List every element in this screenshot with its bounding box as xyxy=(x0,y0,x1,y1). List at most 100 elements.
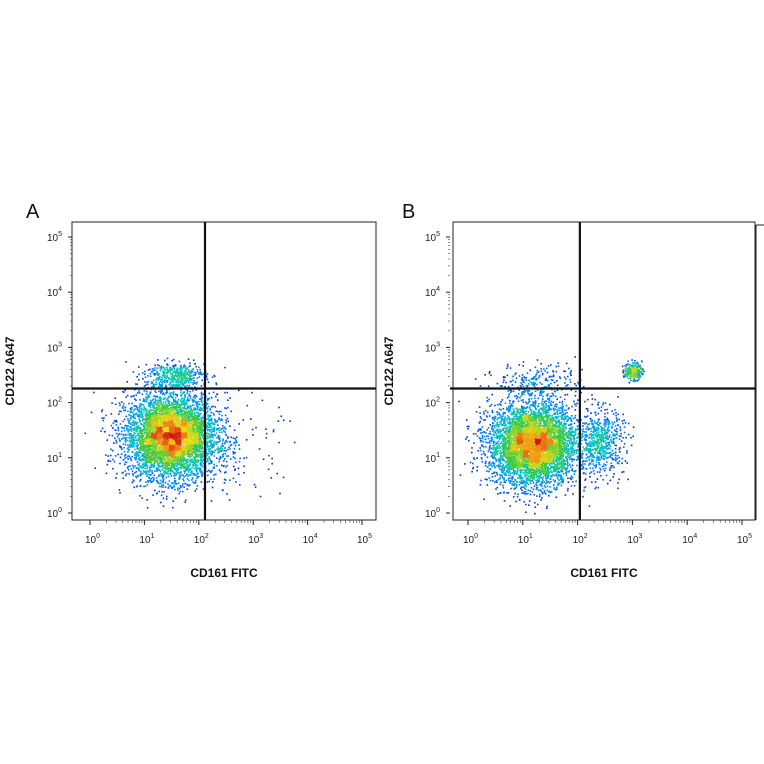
event-dot xyxy=(177,383,180,385)
event-dot xyxy=(187,409,190,412)
event-dot xyxy=(119,439,121,442)
event-dot xyxy=(213,426,216,428)
event-dot xyxy=(107,460,109,463)
event-dot xyxy=(137,453,140,455)
event-dot xyxy=(137,463,139,466)
event-dot xyxy=(195,419,197,422)
event-dot xyxy=(128,437,130,439)
event-dot xyxy=(214,418,216,421)
event-dot xyxy=(188,456,191,458)
event-dot xyxy=(135,430,137,432)
event-dot xyxy=(188,467,191,470)
event-dot xyxy=(188,442,191,445)
event-dot xyxy=(166,413,169,416)
event-dot xyxy=(138,447,140,450)
event-dot xyxy=(185,468,188,470)
event-dot xyxy=(211,486,214,489)
event-dot xyxy=(140,413,143,416)
event-dot xyxy=(127,451,129,453)
event-dot xyxy=(194,448,197,450)
event-dot xyxy=(201,445,204,448)
event-dot xyxy=(145,422,148,425)
event-dot xyxy=(211,470,213,472)
event-dot xyxy=(179,464,182,466)
event-dot xyxy=(155,444,158,446)
event-dot xyxy=(167,416,170,419)
event-dot xyxy=(157,436,159,438)
event-dot xyxy=(133,428,136,431)
event-dot xyxy=(182,425,184,428)
event-dot xyxy=(132,415,135,417)
event-dot xyxy=(164,405,167,408)
event-dot xyxy=(168,434,171,436)
event-dot xyxy=(139,413,142,416)
event-dot xyxy=(115,424,118,426)
event-dot xyxy=(207,417,209,420)
event-dot xyxy=(156,430,158,432)
event-dot xyxy=(162,423,164,426)
event-dot xyxy=(172,418,174,420)
event-dot xyxy=(139,451,141,454)
event-dot xyxy=(142,398,145,400)
event-dot xyxy=(208,433,210,436)
event-dot xyxy=(170,404,173,406)
event-dot xyxy=(127,447,129,449)
event-dot xyxy=(140,472,142,474)
event-dot xyxy=(145,436,147,439)
event-dot xyxy=(216,448,218,450)
event-dot xyxy=(229,425,231,427)
event-dot xyxy=(144,451,146,453)
event-dot xyxy=(151,418,154,420)
event-dot xyxy=(151,456,154,459)
event-dot xyxy=(132,467,135,469)
event-dot xyxy=(183,400,186,402)
event-dot xyxy=(164,422,166,424)
event-dot xyxy=(120,446,122,448)
event-dot xyxy=(213,429,215,431)
event-dot xyxy=(163,420,166,423)
event-dot xyxy=(216,420,219,422)
event-dot xyxy=(142,440,144,443)
event-dot xyxy=(127,419,129,422)
event-dot xyxy=(172,466,174,469)
event-dot xyxy=(160,457,162,459)
event-dot xyxy=(218,431,221,434)
event-dot xyxy=(194,397,197,399)
event-dot xyxy=(199,470,202,472)
event-dot xyxy=(147,439,149,442)
event-dot xyxy=(159,407,162,410)
event-dot xyxy=(162,420,164,422)
event-dot xyxy=(182,450,185,453)
event-dot xyxy=(135,444,137,447)
event-dot xyxy=(186,407,189,410)
event-dot xyxy=(156,399,158,402)
event-dot xyxy=(124,443,127,446)
event-dot xyxy=(103,431,106,433)
event-dot xyxy=(146,414,149,417)
event-dot xyxy=(198,427,201,429)
event-dot xyxy=(167,487,170,489)
event-dot xyxy=(183,462,185,465)
event-dot xyxy=(156,437,159,440)
event-dot xyxy=(196,439,198,442)
event-dot xyxy=(188,450,191,452)
event-dot xyxy=(146,390,148,393)
event-dot xyxy=(166,466,168,468)
event-dot xyxy=(162,486,164,488)
event-dot xyxy=(184,453,186,456)
event-dot xyxy=(160,486,163,488)
event-dot xyxy=(143,453,145,455)
event-dot xyxy=(150,401,153,404)
event-dot xyxy=(193,467,196,470)
event-dot xyxy=(144,428,147,430)
event-dot xyxy=(178,471,180,474)
event-dot xyxy=(189,430,191,433)
event-dot xyxy=(141,413,144,415)
event-dot xyxy=(152,405,155,407)
event-dot xyxy=(210,411,212,414)
event-dot xyxy=(136,408,138,410)
event-dot xyxy=(150,466,153,468)
event-dot xyxy=(178,459,181,462)
event-dot xyxy=(211,430,213,433)
